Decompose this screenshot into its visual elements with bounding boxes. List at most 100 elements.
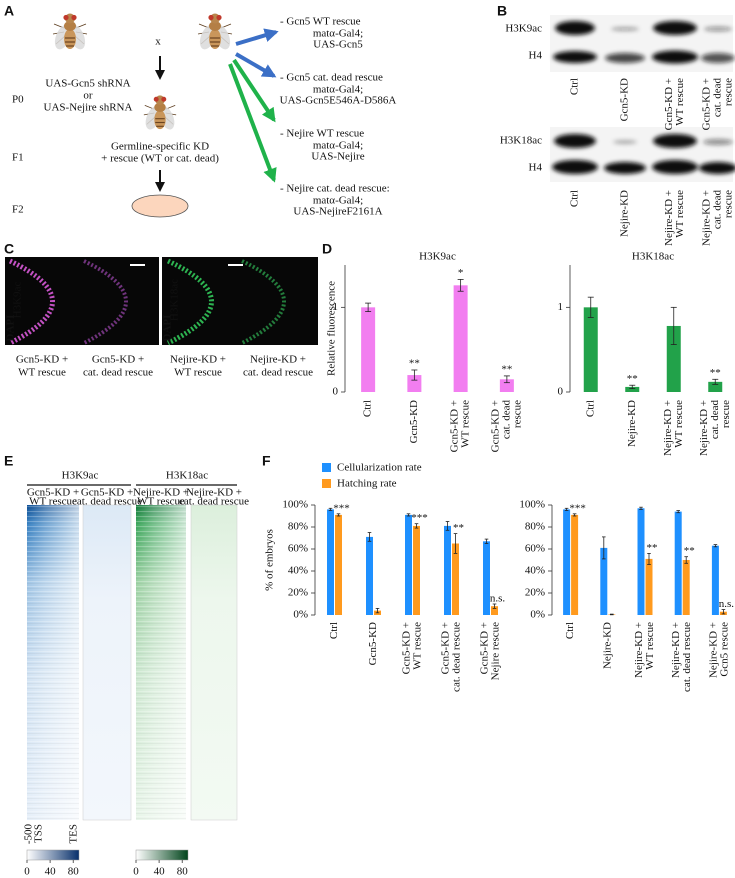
x-tick-label: rescue <box>511 400 523 428</box>
heatmap-column-label: Nejire-KD + <box>133 487 189 499</box>
colorbar-tick-label: 80 <box>68 866 80 878</box>
y-tick-label: 100% <box>282 499 308 511</box>
heatmap-axis-label: -500 <box>23 824 35 845</box>
parent-genotype: or <box>83 90 93 102</box>
heatmap <box>190 504 238 821</box>
bar <box>361 307 376 392</box>
rescue-genotype: matα-Gal4; <box>313 140 363 152</box>
significance-label: n.s. <box>490 593 506 605</box>
fly-icon <box>51 12 89 53</box>
bar <box>483 541 490 615</box>
bar <box>674 511 682 615</box>
rescue-genotype: matα-Gal4; <box>313 84 363 96</box>
lane-label: WT rescue <box>674 190 686 238</box>
x-tick-label: Gcn5-KD + <box>401 622 413 674</box>
y-tick-label: 20% <box>288 587 308 599</box>
y-tick-label: 0% <box>530 609 545 621</box>
rescue-title: - Nejire WT rescue <box>280 128 364 140</box>
image-caption: cat. dead rescue <box>243 367 313 379</box>
f1-description: + rescue (WT or cat. dead) <box>101 153 219 165</box>
rescue-genotype: matα-Gal4; <box>313 28 363 40</box>
generation-label: F2 <box>12 204 24 216</box>
bar <box>499 379 514 392</box>
x-tick-label: Gcn5-KD + <box>449 400 461 452</box>
heatmap-title: H3K18ac <box>166 470 208 482</box>
y-tick-label: 60% <box>525 543 545 555</box>
heatmap-axis-label: TES <box>68 824 80 844</box>
lane-label: rescue <box>723 78 735 106</box>
blot-row-label: H3K18ac <box>500 135 542 147</box>
x-tick-label: cat. dead rescue <box>451 622 463 692</box>
y-tick-label: 0% <box>293 609 308 621</box>
colorbar-tick-label: 40 <box>154 866 166 878</box>
x-tick-label: Nejire rescue <box>490 622 502 680</box>
panel-label: B <box>497 3 507 19</box>
significance-label: ** <box>501 363 512 375</box>
y-tick-label: 0 <box>558 386 564 398</box>
y-axis-label: Relative fluorescence <box>326 281 338 376</box>
y-tick-label: 1 <box>558 301 564 313</box>
y-tick-label: 40% <box>288 565 308 577</box>
panel-label: A <box>4 3 14 19</box>
microscopy-images <box>5 257 318 346</box>
rescue-title: - Gcn5 cat. dead rescue <box>280 72 383 84</box>
bar <box>491 606 498 615</box>
y-tick-label: 0 <box>333 386 339 398</box>
lane-label: cat. dead <box>712 78 724 118</box>
x-tick-label: Ctrl <box>328 622 340 639</box>
y-tick-label: 80% <box>525 521 545 533</box>
bar <box>563 509 571 615</box>
rescue-title: - Nejire cat. dead rescue: <box>280 183 390 195</box>
colorbar-tick-label: 40 <box>45 866 57 878</box>
image-caption: Nejire-KD + <box>170 354 226 366</box>
heatmap-column-label: WT rescue <box>137 496 185 508</box>
counterstain-label: DAPI <box>162 315 174 342</box>
bar <box>645 558 653 615</box>
arrow <box>232 58 276 123</box>
bar <box>327 509 334 615</box>
cross-symbol: x <box>155 36 161 48</box>
heatmap-axis-label: TSS <box>33 824 45 843</box>
legend-swatch <box>322 479 331 488</box>
western-blots <box>550 15 735 182</box>
legend-label: Cellularization rate <box>337 462 422 474</box>
colorbar <box>26 849 80 861</box>
x-tick-label: Gcn5-KD + <box>489 400 501 452</box>
x-tick-label: Nejire-KD + <box>633 622 645 678</box>
rescue-genotype: UAS-Nejire <box>311 151 364 163</box>
x-tick-label: WT rescue <box>460 400 472 448</box>
blot-row-label: H4 <box>529 162 543 174</box>
stain-label: H3K18ac <box>169 279 181 321</box>
y-tick-label: 60% <box>288 543 308 555</box>
bar <box>625 386 640 392</box>
arrow <box>234 52 277 78</box>
stain-label: H3K9ac <box>12 282 24 319</box>
bar <box>571 514 579 615</box>
microscopy-image <box>5 257 159 345</box>
bar <box>666 325 681 392</box>
blot-row-label: H3K9ac <box>505 23 542 35</box>
embryo-icon <box>131 194 189 218</box>
y-tick-label: 100% <box>519 499 545 511</box>
parent-genotype: UAS-Nejire shRNA <box>44 102 133 114</box>
bar <box>711 545 719 615</box>
y-tick-label: 40% <box>525 565 545 577</box>
rescue-genotype: UAS-Gcn5E546A-D586A <box>280 95 397 107</box>
panel-label: D <box>322 241 332 257</box>
x-tick-label: Gcn5 rescue <box>718 622 730 677</box>
lane-label: cat. dead <box>712 190 724 230</box>
significance-label: n.s. <box>719 598 735 610</box>
panel-label: E <box>4 453 13 469</box>
significance-label: ** <box>647 542 658 554</box>
bar <box>366 536 373 615</box>
x-tick-label: Nejire-KD + <box>707 622 719 678</box>
cross-scheme <box>51 12 279 218</box>
x-tick-label: Nejire-KD + <box>698 400 710 456</box>
lane-label: Ctrl <box>569 190 581 207</box>
significance-label: *** <box>411 512 428 524</box>
rescue-title: - Gcn5 WT rescue <box>280 16 361 28</box>
bar <box>413 525 420 615</box>
fly-icon <box>196 12 234 53</box>
x-tick-label: Nejire-KD + <box>662 400 674 456</box>
